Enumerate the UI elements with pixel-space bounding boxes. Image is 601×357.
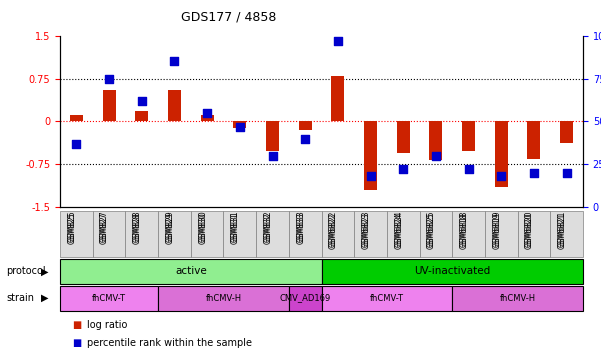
Text: fhCMV-H: fhCMV-H bbox=[499, 293, 535, 303]
Text: ■: ■ bbox=[72, 320, 81, 330]
Bar bbox=[266, 121, 279, 151]
Bar bbox=[560, 121, 573, 143]
Text: GSM6825: GSM6825 bbox=[427, 212, 436, 249]
Text: log ratio: log ratio bbox=[87, 320, 127, 330]
Text: GSM830: GSM830 bbox=[198, 212, 207, 244]
Bar bbox=[299, 121, 312, 130]
Bar bbox=[135, 111, 148, 121]
Text: active: active bbox=[175, 266, 207, 276]
Bar bbox=[495, 121, 508, 187]
Text: GSM833: GSM833 bbox=[296, 212, 305, 244]
Text: GSM6824: GSM6824 bbox=[394, 212, 403, 249]
Text: fhCMV-T: fhCMV-T bbox=[92, 293, 126, 303]
Text: GSM6821: GSM6821 bbox=[558, 212, 567, 249]
Text: GSM832: GSM832 bbox=[263, 211, 272, 242]
Point bbox=[137, 98, 147, 104]
Text: GSM832: GSM832 bbox=[263, 212, 272, 244]
Text: ▶: ▶ bbox=[41, 266, 49, 276]
Text: UV-inactivated: UV-inactivated bbox=[414, 266, 490, 276]
Text: fhCMV-T: fhCMV-T bbox=[370, 293, 404, 303]
Text: GSM833: GSM833 bbox=[296, 211, 305, 242]
Point bbox=[105, 76, 114, 81]
Text: GSM825: GSM825 bbox=[67, 212, 76, 244]
Text: GSM829: GSM829 bbox=[165, 211, 174, 242]
Text: GSM828: GSM828 bbox=[133, 211, 142, 242]
Text: GSM828: GSM828 bbox=[133, 212, 142, 244]
Point bbox=[366, 174, 376, 179]
Text: GSM6819: GSM6819 bbox=[492, 212, 501, 249]
Point bbox=[235, 124, 245, 129]
Text: GSM6823: GSM6823 bbox=[362, 211, 371, 247]
Bar bbox=[201, 115, 214, 121]
Text: GSM830: GSM830 bbox=[198, 211, 207, 242]
Point bbox=[431, 153, 441, 159]
Text: GSM831: GSM831 bbox=[231, 212, 240, 244]
Text: GSM6819: GSM6819 bbox=[492, 211, 501, 247]
Bar bbox=[331, 76, 344, 121]
Point bbox=[464, 166, 474, 172]
Bar bbox=[70, 115, 83, 121]
Point bbox=[300, 136, 310, 141]
Point bbox=[72, 141, 81, 146]
Text: GSM6822: GSM6822 bbox=[329, 211, 338, 247]
Point bbox=[203, 110, 212, 116]
Text: strain: strain bbox=[6, 293, 34, 303]
Text: GSM6821: GSM6821 bbox=[558, 211, 567, 247]
Text: GSM6825: GSM6825 bbox=[427, 211, 436, 247]
Text: GSM6818: GSM6818 bbox=[460, 211, 469, 247]
Bar bbox=[528, 121, 540, 159]
Text: GSM6824: GSM6824 bbox=[394, 211, 403, 247]
Text: GSM825: GSM825 bbox=[67, 211, 76, 242]
Text: protocol: protocol bbox=[6, 266, 46, 276]
Point bbox=[529, 170, 538, 176]
Bar bbox=[168, 90, 181, 121]
Bar bbox=[462, 121, 475, 151]
Text: GSM6820: GSM6820 bbox=[525, 211, 534, 247]
Point bbox=[267, 153, 277, 159]
Text: GSM6818: GSM6818 bbox=[460, 212, 469, 249]
Text: GSM827: GSM827 bbox=[100, 212, 109, 244]
Bar bbox=[429, 121, 442, 160]
Bar bbox=[397, 121, 410, 153]
Point bbox=[398, 166, 408, 172]
Text: ▶: ▶ bbox=[41, 293, 49, 303]
Text: GSM6822: GSM6822 bbox=[329, 212, 338, 249]
Text: fhCMV-H: fhCMV-H bbox=[206, 293, 242, 303]
Text: GSM831: GSM831 bbox=[231, 211, 240, 242]
Text: CMV_AD169: CMV_AD169 bbox=[279, 293, 331, 303]
Text: GSM829: GSM829 bbox=[165, 212, 174, 244]
Text: GSM827: GSM827 bbox=[100, 211, 109, 242]
Text: ■: ■ bbox=[72, 338, 81, 348]
Text: GSM6823: GSM6823 bbox=[362, 212, 371, 249]
Text: percentile rank within the sample: percentile rank within the sample bbox=[87, 338, 252, 348]
Point bbox=[496, 174, 506, 179]
Bar bbox=[233, 121, 246, 128]
Text: GDS177 / 4858: GDS177 / 4858 bbox=[181, 11, 276, 24]
Text: GSM6820: GSM6820 bbox=[525, 212, 534, 249]
Bar bbox=[103, 90, 115, 121]
Point bbox=[562, 170, 572, 176]
Point bbox=[169, 59, 179, 64]
Point bbox=[333, 38, 343, 44]
Bar bbox=[364, 121, 377, 190]
